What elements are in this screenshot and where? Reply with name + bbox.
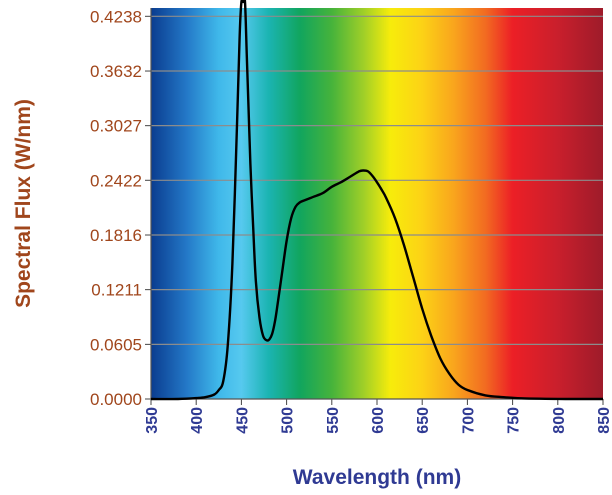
y-tick-label: 0.2422	[90, 171, 142, 190]
y-tick-labels: 0.0000 0.0605 0.1211 0.1816 0.2422 0.3027 0.36…	[90, 7, 142, 409]
x-tick-label: 700	[460, 407, 477, 434]
x-tick-label: 750	[506, 407, 523, 434]
x-tick-label: 600	[370, 407, 387, 434]
x-tick-label: 650	[415, 407, 432, 434]
x-tick-labels: 350 400 450 500 550 600 650 700 750 800 850	[144, 407, 612, 434]
x-tick-label: 800	[551, 407, 568, 434]
y-tick-label: 0.3632	[90, 62, 142, 81]
x-axis-label: Wavelength (nm)	[293, 466, 461, 489]
plot-background	[151, 8, 603, 399]
y-tick-label: 0.0605	[90, 335, 142, 354]
y-tick-label: 0.4238	[90, 7, 142, 26]
gridlines	[145, 15, 604, 405]
x-tick-label: 850	[596, 407, 612, 434]
x-tick-label: 550	[325, 407, 342, 434]
y-tick-label: 0.1816	[90, 226, 142, 245]
y-axis-label: Spectral Flux (W/nm)	[12, 99, 35, 308]
y-tick-label: 0.1211	[91, 281, 142, 300]
y-tick-label: 0.3027	[90, 117, 142, 136]
y-tick-label: 0.0000	[90, 390, 142, 409]
x-tick-label: 350	[144, 407, 161, 434]
x-tick-label: 450	[234, 407, 251, 434]
x-tick-label: 500	[280, 407, 297, 434]
x-tick-label: 400	[189, 407, 206, 434]
spectral-flux-line	[150, 0, 603, 401]
